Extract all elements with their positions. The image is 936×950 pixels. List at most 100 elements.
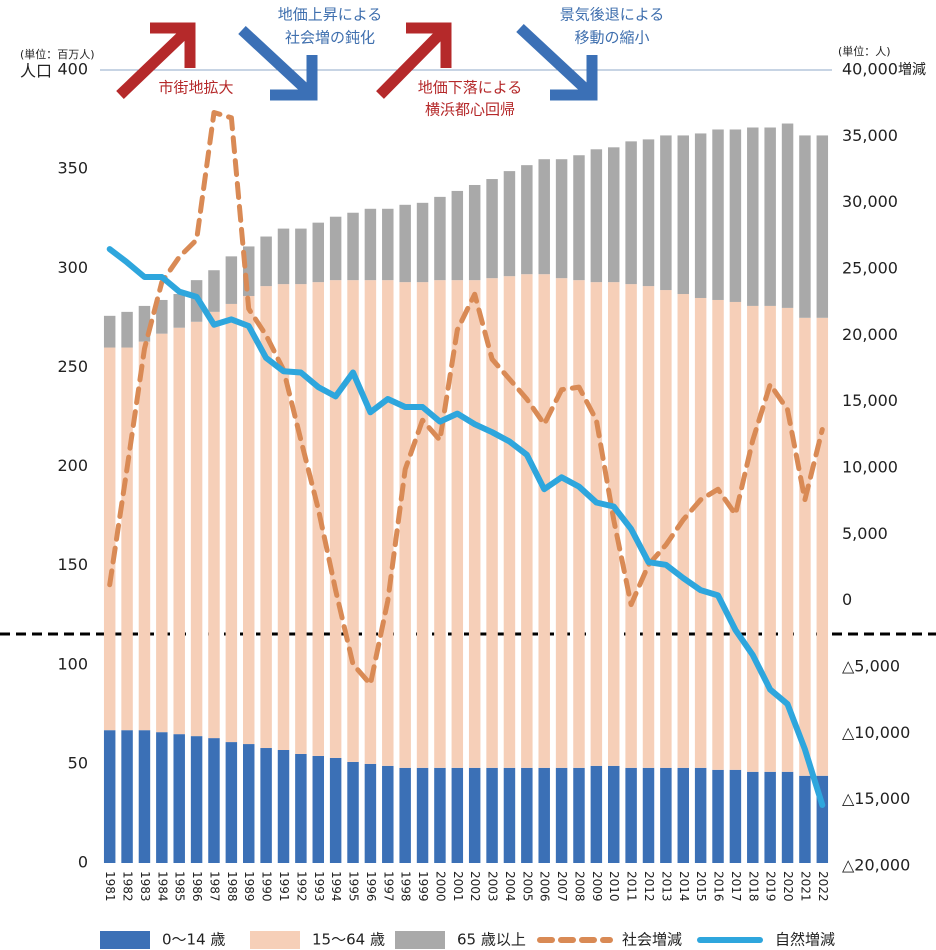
- y-tick-label: 100: [57, 654, 88, 673]
- y2-label: 増減: [898, 61, 926, 78]
- bar: [712, 769, 724, 863]
- bar: [781, 123, 794, 308]
- bar: [399, 204, 411, 283]
- annotation: 横浜都心回帰: [425, 101, 515, 119]
- bar: [729, 129, 742, 302]
- x-tick-label: 2004: [503, 871, 517, 902]
- y2-tick-label: △5,000: [842, 657, 900, 676]
- bar: [243, 296, 255, 745]
- bar: [451, 280, 464, 768]
- y2-tick-label: 15,000: [842, 391, 898, 410]
- bar: [364, 208, 377, 281]
- bar: [295, 228, 307, 285]
- bar: [538, 159, 550, 275]
- bar: [816, 317, 829, 776]
- y-unit: (単位：百万人): [20, 47, 95, 61]
- bar: [277, 749, 290, 863]
- bar: [660, 767, 672, 863]
- bar: [138, 305, 151, 342]
- annotation: 移動の縮小: [574, 29, 649, 47]
- x-tick-label: 2005: [520, 871, 534, 902]
- bar: [329, 280, 342, 758]
- bar: [694, 767, 707, 863]
- bar: [781, 307, 794, 772]
- bar: [156, 299, 168, 334]
- y-tick-label: 300: [57, 258, 88, 277]
- line: [106, 246, 826, 808]
- bar: [660, 135, 672, 291]
- bar: [138, 730, 151, 863]
- bar: [295, 753, 307, 863]
- bar: [590, 149, 603, 283]
- bar: [416, 767, 429, 863]
- bar: [451, 767, 464, 863]
- bar: [625, 767, 637, 863]
- x-tick-label: 2001: [451, 871, 465, 902]
- bar: [694, 297, 707, 768]
- bar: [625, 141, 637, 285]
- x-tick-label: 2003: [486, 871, 500, 902]
- x-tick-label: 1986: [190, 871, 204, 902]
- bar: [295, 284, 307, 754]
- x-tick-label: 2015: [694, 871, 708, 902]
- bar: [260, 748, 272, 863]
- bar: [521, 274, 533, 768]
- bar: [277, 228, 290, 285]
- x-tick-label: 2013: [659, 871, 673, 902]
- bar: [555, 278, 568, 768]
- bar: [121, 347, 133, 731]
- x-tick-label: 1990: [260, 871, 274, 902]
- y2-tick-label: 30,000: [842, 192, 898, 211]
- y2-tick-label: 20,000: [842, 325, 898, 344]
- x-tick-label: 1983: [138, 871, 152, 902]
- x-tick-label: 1995: [347, 871, 361, 902]
- bar: [642, 286, 655, 768]
- x-tick-label: 2010: [607, 871, 621, 902]
- x-tick-label: 1996: [364, 871, 378, 902]
- y2-tick-label: 0: [842, 590, 852, 609]
- bar: [608, 765, 620, 863]
- bar: [747, 305, 759, 772]
- bar: [173, 294, 185, 328]
- bar: [208, 311, 220, 739]
- bar: [156, 333, 168, 733]
- dashed-line: [107, 110, 825, 687]
- bar: [816, 135, 829, 318]
- bar: [103, 347, 116, 731]
- bar: [521, 767, 533, 863]
- bar: [538, 274, 550, 768]
- bar: [573, 155, 585, 281]
- bar: [260, 286, 272, 749]
- arrow-down: [238, 25, 318, 101]
- x-tick-label: 2006: [538, 871, 552, 902]
- bar: [416, 202, 429, 283]
- bar: [225, 303, 238, 743]
- bar: [729, 769, 742, 863]
- x-tick-label: 1988: [225, 871, 239, 902]
- bar: [677, 294, 689, 768]
- x-tick-label: 2000: [433, 871, 447, 902]
- bar: [486, 179, 498, 279]
- bar: [121, 730, 133, 863]
- bar: [434, 280, 446, 768]
- bar: [243, 246, 255, 297]
- bar: [764, 305, 776, 772]
- legend-label: 自然増減: [775, 931, 835, 949]
- x-tick-label: 2020: [781, 871, 795, 902]
- bar: [573, 280, 585, 768]
- bar: [677, 135, 689, 295]
- legend-swatch: [250, 931, 300, 949]
- bar: [312, 222, 324, 283]
- legend-label: 社会増減: [622, 931, 682, 949]
- bar: [764, 771, 776, 863]
- bar: [382, 208, 394, 281]
- x-tick-label: 1991: [277, 871, 291, 902]
- bar: [590, 765, 603, 863]
- legend-swatch: [395, 931, 445, 949]
- y2-unit: (単位：人): [838, 44, 891, 58]
- annotation: 社会増の鈍化: [285, 29, 375, 47]
- y2-tick-label: 35,000: [842, 126, 898, 145]
- bar: [382, 280, 394, 766]
- bar: [712, 129, 724, 300]
- bar: [399, 282, 411, 768]
